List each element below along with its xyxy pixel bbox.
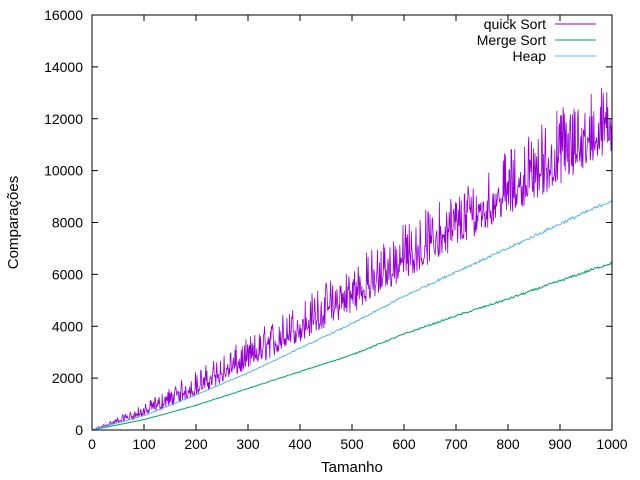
y-tick-label: 16000: [44, 7, 83, 23]
x-tick-label: 700: [444, 436, 468, 452]
y-tick-label: 10000: [44, 163, 83, 179]
y-tick-label: 8000: [52, 215, 83, 231]
series-line-2: [91, 199, 613, 431]
x-tick-label: 0: [88, 436, 96, 452]
y-axis-title: Comparações: [5, 176, 22, 269]
legend-label: Heap: [513, 48, 547, 64]
legend-label: Merge Sort: [477, 32, 546, 48]
y-tick-label: 4000: [52, 318, 83, 334]
plot-frame: [91, 14, 613, 431]
x-axis-title: Tamanho: [321, 459, 383, 476]
y-tick-label: 14000: [44, 59, 83, 75]
axes-layer: 0 100 200 300 400 500 600 700 800 900 100002000400…: [44, 7, 628, 452]
x-tick-label: 300: [236, 436, 260, 452]
series-line-0: [91, 87, 613, 431]
x-tick-label: 100: [132, 436, 156, 452]
y-tick-label: 0: [75, 422, 83, 438]
plot-layer: [91, 87, 613, 431]
x-tick-label: 600: [392, 436, 416, 452]
y-tick-label: 2000: [52, 370, 83, 386]
series-line-1: [91, 261, 613, 431]
x-tick-label: 800: [496, 436, 520, 452]
y-tick-label: 12000: [44, 111, 83, 127]
y-tick-label: 6000: [52, 266, 83, 282]
x-tick-label: 500: [340, 436, 364, 452]
legend-label: quick Sort: [484, 16, 546, 32]
x-tick-label: 200: [184, 436, 208, 452]
x-tick-label: 1000: [596, 436, 627, 452]
x-tick-label: 900: [548, 436, 572, 452]
x-tick-label: 400: [288, 436, 312, 452]
